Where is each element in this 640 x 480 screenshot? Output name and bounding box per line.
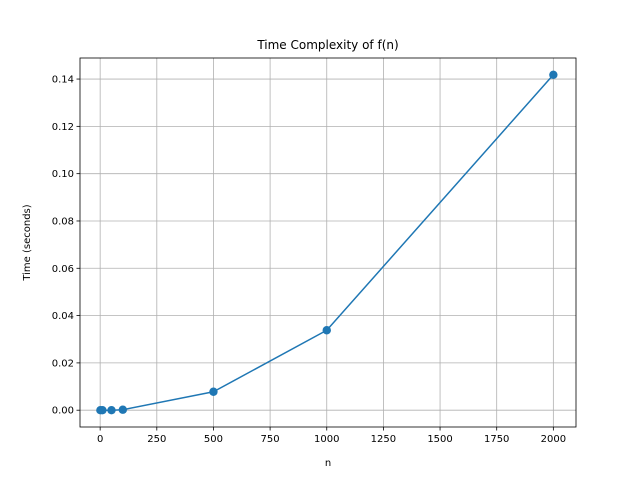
x-tick-label: 1000 [314, 434, 339, 445]
plot-area [80, 58, 576, 427]
y-tick-label: 0.00 [52, 406, 74, 417]
plot-frame [79, 57, 577, 428]
y-tick-label: 0.02 [52, 358, 74, 369]
data-point [107, 406, 116, 415]
data-point [209, 387, 218, 396]
chart-title: Time Complexity of f(n) [256, 38, 398, 52]
x-tick-label: 2000 [541, 434, 566, 445]
data-point [549, 70, 558, 79]
x-tick-label: 1250 [371, 434, 396, 445]
x-tick-label: 0 [97, 434, 103, 445]
x-tick-label: 750 [261, 434, 280, 445]
y-tick-label: 0.04 [52, 311, 74, 322]
x-tick-label: 1500 [427, 434, 452, 445]
series-layer [96, 70, 558, 415]
data-point [118, 405, 128, 414]
x-tick-label: 1750 [484, 434, 509, 445]
data-point [98, 406, 107, 415]
axis-ticks: 0 250 500 750 1000 1250 1500 1750 2000 0.00 0.02 0.… [52, 75, 566, 445]
y-tick-label: 0.10 [52, 169, 74, 180]
y-tick-label: 0.06 [52, 264, 74, 275]
x-tick-label: 500 [204, 434, 223, 445]
data-point [322, 326, 331, 335]
y-tick-label: 0.08 [52, 216, 74, 227]
y-tick-label: 0.12 [52, 122, 74, 133]
y-tick-label: 0.14 [52, 75, 74, 86]
x-axis-label: n [325, 458, 331, 469]
grid [80, 58, 576, 427]
x-tick-label: 250 [147, 434, 166, 445]
y-axis-label: Time (seconds) [22, 204, 33, 281]
